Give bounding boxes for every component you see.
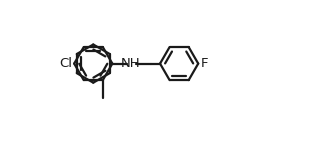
Text: NH: NH (121, 57, 140, 70)
Text: F: F (201, 57, 208, 70)
Text: Cl: Cl (59, 57, 72, 70)
